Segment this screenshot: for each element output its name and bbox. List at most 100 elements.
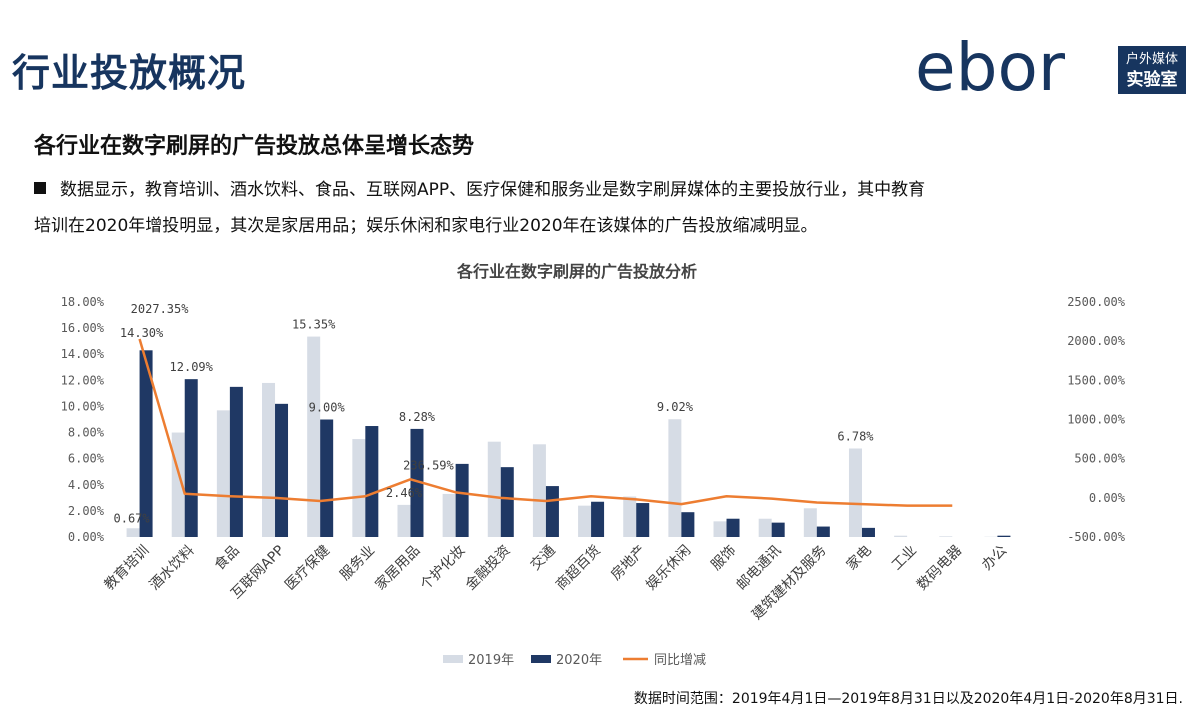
data-label: 12.09%	[170, 360, 214, 374]
y-left-tick-label: 4.00%	[68, 478, 105, 492]
bar-2020	[636, 503, 650, 537]
bar-2019	[216, 410, 230, 537]
bar-2019	[578, 505, 592, 537]
category-label: 数码电器	[914, 543, 965, 594]
legend-swatch-2020	[531, 655, 551, 663]
legend-label-2019: 2019年	[468, 653, 514, 668]
page-title: 行业投放概况	[12, 51, 247, 95]
category-label: 家居用品	[372, 542, 424, 594]
data-label: 9.02%	[657, 400, 694, 414]
category-label: 工业	[889, 543, 920, 574]
data-label: 6.78%	[837, 429, 874, 443]
ebor-logo: ebor	[915, 38, 1066, 98]
square-bullet-icon	[34, 182, 46, 194]
category-label: 商超百货	[552, 542, 604, 594]
data-label: 2.46%	[386, 486, 423, 500]
bar-2019	[307, 336, 321, 537]
y-left-tick-label: 14.00%	[61, 347, 105, 361]
bar-2020	[229, 386, 243, 537]
industry-ad-chart: 各行业在数字刷屏的广告投放分析 0.00% 2.00% 4.00% 6.00% 8.00…	[61, 262, 1126, 668]
y-left-tick-label: 10.00%	[61, 399, 105, 413]
logo-badge: 户外媒体 实验室	[1118, 46, 1186, 94]
bar-2019	[758, 518, 772, 537]
bar-2019	[848, 448, 862, 537]
bar-2019	[713, 521, 727, 537]
data-label: 15.35%	[292, 318, 336, 332]
bar-2020	[861, 527, 875, 537]
category-label: 食品	[211, 542, 243, 574]
y-right-tick-label: 0.00%	[1089, 491, 1126, 505]
bar-2019	[352, 439, 366, 537]
category-label: 金融投资	[463, 543, 514, 594]
y-right-tick-label: 1500.00%	[1067, 373, 1126, 387]
data-label: 0.67%	[114, 511, 151, 525]
legend-label-2020: 2020年	[556, 653, 602, 668]
bar-2019	[262, 382, 276, 537]
chart-title: 各行业在数字刷屏的广告投放分析	[456, 262, 697, 281]
data-range-footnote: 数据时间范围：2019年4月1日—2019年8月31日以及2020年4月1日-2…	[633, 691, 1183, 707]
y-left-tick-label: 0.00%	[68, 530, 105, 544]
y-left-tick-label: 18.00%	[61, 295, 105, 309]
bar-2019	[894, 535, 908, 537]
category-label: 娱乐休闲	[643, 543, 694, 594]
logo-badge-line2: 实验室	[1126, 70, 1178, 90]
category-label: 教育培训	[101, 543, 152, 594]
category-label: 房地产	[608, 543, 649, 584]
data-label: 2027.35%	[131, 302, 190, 316]
y-right-tick-label: 2000.00%	[1067, 334, 1126, 348]
legend-label-yoy: 同比增减	[654, 653, 706, 668]
data-label: 14.30%	[120, 326, 164, 340]
category-label: 服务业	[337, 543, 378, 584]
data-label: 8.28%	[399, 410, 436, 424]
bar-2020	[139, 350, 153, 537]
bar-2019	[532, 444, 546, 537]
bar-2020	[591, 501, 605, 537]
bar-2020	[184, 379, 198, 537]
summary-line-1: 数据显示，教育培训、酒水饮料、食品、互联网APP、医疗保健和服务业是数字刷屏媒体…	[60, 180, 926, 200]
bar-2020	[545, 486, 559, 537]
category-label: 酒水饮料	[147, 543, 198, 594]
summary-paragraph: 数据显示，教育培训、酒水饮料、食品、互联网APP、医疗保健和服务业是数字刷屏媒体…	[34, 172, 1174, 244]
section-subtitle: 各行业在数字刷屏的广告投放总体呈增长态势	[34, 134, 475, 159]
bar-2019	[623, 496, 637, 537]
bar-2020	[816, 526, 830, 537]
y-left-tick-label: 8.00%	[68, 426, 105, 440]
bar-2020	[681, 512, 695, 537]
category-label: 交通	[527, 542, 559, 574]
data-label: 236.59%	[403, 458, 454, 472]
bar-2019	[126, 528, 140, 537]
bar-2019	[668, 419, 682, 537]
category-label: 办公	[979, 543, 1010, 574]
y-left-tick-label: 6.00%	[68, 452, 105, 466]
y-left-tick-label: 12.00%	[61, 373, 105, 387]
bar-2020	[320, 419, 334, 537]
bar-2019	[803, 508, 817, 537]
category-label: 医疗保健	[282, 543, 333, 594]
bar-2020	[997, 535, 1011, 537]
summary-line-2: 培训在2020年增投明显，其次是家居用品；娱乐休闲和家电行业2020年在该媒体的…	[34, 216, 818, 236]
bar-2020	[410, 428, 424, 537]
bar-2020	[500, 467, 514, 537]
bar-2020	[455, 463, 469, 537]
bar-2020	[365, 426, 379, 537]
bar-2019	[397, 504, 411, 537]
y-right-tick-label: 2500.00%	[1067, 295, 1126, 309]
bar-2019	[487, 441, 501, 537]
legend-swatch-2019	[443, 655, 463, 663]
y-left-tick-label: 16.00%	[61, 321, 105, 335]
logo-wordmark: ebor	[915, 38, 1066, 98]
category-label: 个护化妆	[418, 543, 469, 594]
bar-2020	[275, 403, 289, 537]
data-label: 9.00%	[309, 401, 346, 415]
category-label: 家电	[843, 542, 875, 574]
bar-2019	[442, 493, 456, 537]
logo-badge-line1: 户外媒体	[1125, 52, 1178, 67]
category-label: 服饰	[708, 543, 739, 574]
bar-2020	[726, 518, 740, 537]
y-left-tick-label: 2.00%	[68, 504, 105, 518]
y-right-tick-label: -500.00%	[1067, 530, 1126, 544]
y-right-tick-label: 500.00%	[1074, 452, 1125, 466]
bar-2019	[939, 536, 953, 537]
y-right-tick-label: 1000.00%	[1067, 413, 1126, 427]
bar-2020	[771, 522, 785, 537]
